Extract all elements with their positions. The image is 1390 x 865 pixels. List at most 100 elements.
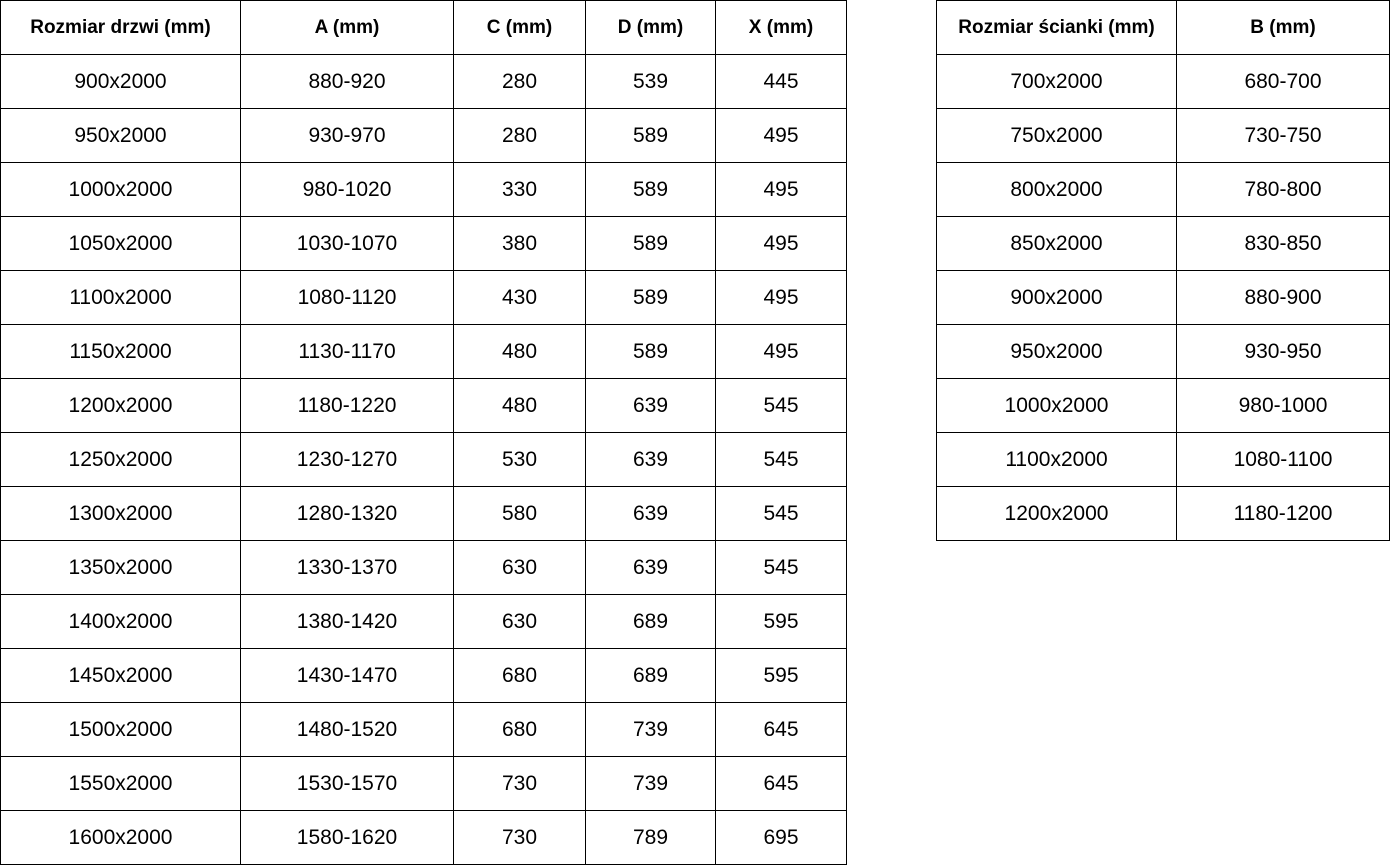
- table-cell: 739: [585, 756, 716, 811]
- table-cell: 545: [715, 432, 847, 487]
- table-cell: 930-970: [240, 108, 454, 163]
- table-cell: 539: [585, 54, 716, 109]
- table-cell: 1080-1100: [1176, 432, 1390, 487]
- table-cell: 589: [585, 162, 716, 217]
- table-cell: 1350x2000: [0, 540, 241, 595]
- table-cell: 1200x2000: [936, 486, 1177, 541]
- table-cell: 980-1000: [1176, 378, 1390, 433]
- column-header: C (mm): [453, 0, 586, 55]
- table-cell: 689: [585, 594, 716, 649]
- table-cell: 1280-1320: [240, 486, 454, 541]
- table-cell: 645: [715, 702, 847, 757]
- table-cell: 1530-1570: [240, 756, 454, 811]
- table-cell: 630: [453, 594, 586, 649]
- table-cell: 545: [715, 486, 847, 541]
- table-cell: 1180-1200: [1176, 486, 1390, 541]
- table-row: 850x2000 830-850: [936, 216, 1390, 271]
- table-cell: 830-850: [1176, 216, 1390, 271]
- table-cell: 689: [585, 648, 716, 703]
- table-cell: 1430-1470: [240, 648, 454, 703]
- table-cell: 1450x2000: [0, 648, 241, 703]
- table-cell: 1100x2000: [936, 432, 1177, 487]
- table-cell: 480: [453, 378, 586, 433]
- table-row: 1250x2000 1230-1270 530 639 545: [0, 432, 847, 487]
- table-cell: 639: [585, 378, 716, 433]
- table-cell: 445: [715, 54, 847, 109]
- wall-size-table: Rozmiar ścianki (mm) B (mm) 700x2000 680-7…: [936, 0, 1390, 541]
- table-row: 900x2000 880-900: [936, 270, 1390, 325]
- table-cell: 639: [585, 540, 716, 595]
- table-row: 900x2000 880-920 280 539 445: [0, 54, 847, 109]
- table-cell: 495: [715, 324, 847, 379]
- table-cell: 430: [453, 270, 586, 325]
- table-row: 1000x2000 980-1020 330 589 495: [0, 162, 847, 217]
- table-cell: 789: [585, 810, 716, 865]
- table-cell: 800x2000: [936, 162, 1177, 217]
- table-row: 1100x2000 1080-1100: [936, 432, 1390, 487]
- table-cell: 1250x2000: [0, 432, 241, 487]
- table-cell: 545: [715, 378, 847, 433]
- table-row: 950x2000 930-950: [936, 324, 1390, 379]
- table-cell: 1400x2000: [0, 594, 241, 649]
- table-cell: 1200x2000: [0, 378, 241, 433]
- column-header: Rozmiar drzwi (mm): [0, 0, 241, 55]
- door-size-table: Rozmiar drzwi (mm) A (mm) C (mm) D (mm) X (m…: [0, 0, 847, 865]
- table-row: 1300x2000 1280-1320 580 639 545: [0, 486, 847, 541]
- table-cell: 595: [715, 594, 847, 649]
- table-row: 1550x2000 1530-1570 730 739 645: [0, 756, 847, 811]
- table-row: 750x2000 730-750: [936, 108, 1390, 163]
- table-cell: 680: [453, 702, 586, 757]
- column-header: A (mm): [240, 0, 454, 55]
- table-row: 1350x2000 1330-1370 630 639 545: [0, 540, 847, 595]
- table-cell: 380: [453, 216, 586, 271]
- table-row: 800x2000 780-800: [936, 162, 1390, 217]
- table-cell: 1100x2000: [0, 270, 241, 325]
- table-cell: 780-800: [1176, 162, 1390, 217]
- table-cell: 850x2000: [936, 216, 1177, 271]
- table-cell: 1550x2000: [0, 756, 241, 811]
- table-row: 1450x2000 1430-1470 680 689 595: [0, 648, 847, 703]
- table-cell: 700x2000: [936, 54, 1177, 109]
- table-cell: 495: [715, 216, 847, 271]
- table-cell: 1580-1620: [240, 810, 454, 865]
- table-cell: 280: [453, 108, 586, 163]
- table-cell: 1180-1220: [240, 378, 454, 433]
- table-cell: 1600x2000: [0, 810, 241, 865]
- table-cell: 1150x2000: [0, 324, 241, 379]
- table-cell: 730-750: [1176, 108, 1390, 163]
- table-cell: 1000x2000: [936, 378, 1177, 433]
- table-cell: 1230-1270: [240, 432, 454, 487]
- table-cell: 750x2000: [936, 108, 1177, 163]
- table-cell: 1380-1420: [240, 594, 454, 649]
- table-cell: 639: [585, 432, 716, 487]
- table-cell: 739: [585, 702, 716, 757]
- table-row: 1150x2000 1130-1170 480 589 495: [0, 324, 847, 379]
- table-cell: 495: [715, 108, 847, 163]
- column-header: Rozmiar ścianki (mm): [936, 0, 1177, 55]
- table-cell: 730: [453, 756, 586, 811]
- table-cell: 495: [715, 270, 847, 325]
- table-cell: 680-700: [1176, 54, 1390, 109]
- table-cell: 1050x2000: [0, 216, 241, 271]
- table-row: 1000x2000 980-1000: [936, 378, 1390, 433]
- table-cell: 1030-1070: [240, 216, 454, 271]
- table-cell: 980-1020: [240, 162, 454, 217]
- table-cell: 495: [715, 162, 847, 217]
- table-cell: 545: [715, 540, 847, 595]
- table-cell: 595: [715, 648, 847, 703]
- table-cell: 530: [453, 432, 586, 487]
- table-cell: 589: [585, 270, 716, 325]
- table-cell: 950x2000: [936, 324, 1177, 379]
- table-cell: 280: [453, 54, 586, 109]
- table-row: 700x2000 680-700: [936, 54, 1390, 109]
- table-cell: 1080-1120: [240, 270, 454, 325]
- table-cell: 730: [453, 810, 586, 865]
- table-cell: 680: [453, 648, 586, 703]
- column-header: D (mm): [585, 0, 716, 55]
- table-cell: 695: [715, 810, 847, 865]
- table-cell: 900x2000: [0, 54, 241, 109]
- table-cell: 1300x2000: [0, 486, 241, 541]
- column-header: B (mm): [1176, 0, 1390, 55]
- table-cell: 1500x2000: [0, 702, 241, 757]
- table-row: 1050x2000 1030-1070 380 589 495: [0, 216, 847, 271]
